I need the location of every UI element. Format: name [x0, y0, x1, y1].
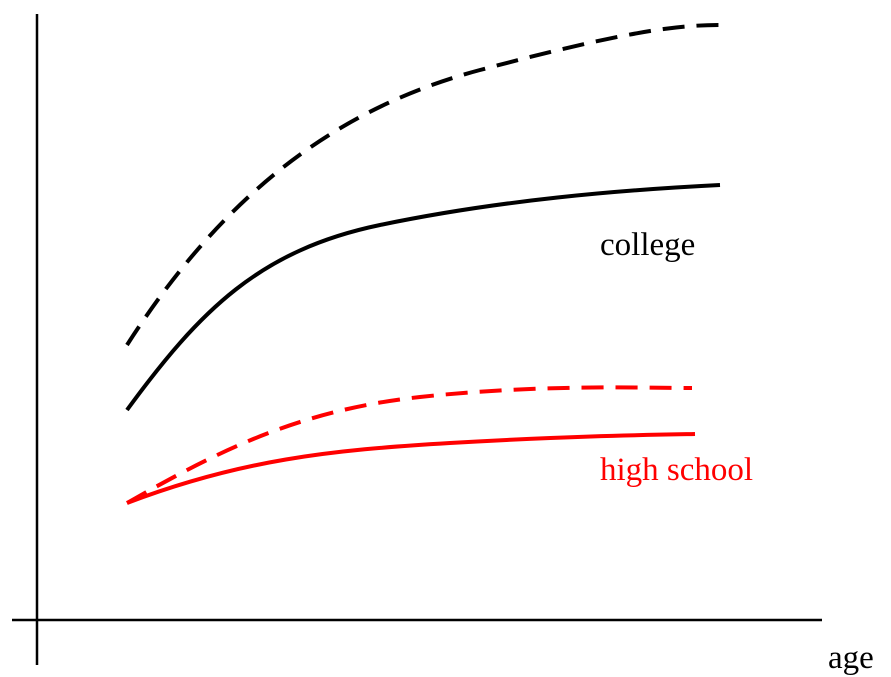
- high-school-solid-curve: [126, 432, 696, 505]
- high-school-dashed-curve: [126, 385, 693, 505]
- x-axis-label: age: [828, 640, 874, 676]
- high-school-label: high school: [600, 452, 753, 488]
- college-label: college: [600, 227, 695, 263]
- college-solid-curve: [125, 183, 721, 412]
- college-dashed-curve: [125, 23, 721, 347]
